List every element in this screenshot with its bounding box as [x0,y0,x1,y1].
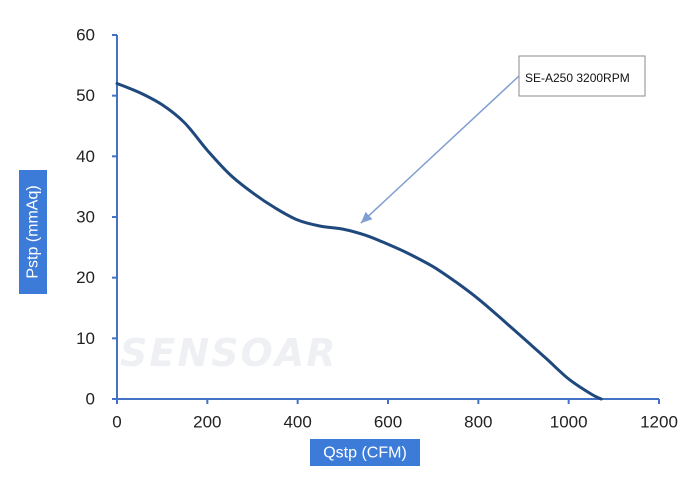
y-tick-label: 10 [76,329,95,348]
x-axis-title-text: Qstp (CFM) [323,445,407,462]
y-tick-label: 40 [76,147,95,166]
y-axis-title: Pstp (mmAq) [19,170,47,294]
y-tick-label: 0 [86,390,95,409]
y-tick-label: 60 [76,26,95,45]
x-tick-label: 600 [374,413,402,432]
x-ticks: 0 200 400 600 800 1000 1200 [112,399,678,432]
x-tick-label: 800 [464,413,492,432]
x-tick-label: 200 [193,413,221,432]
x-tick-label: 400 [283,413,311,432]
x-tick-label: 1000 [550,413,588,432]
x-tick-label: 0 [112,413,121,432]
annotation: SE-A250 3200RPM [360,55,646,224]
y-axis-title-text: Pstp (mmAq) [25,185,42,278]
y-ticks: 0 10 20 30 40 50 60 [76,26,117,409]
y-axis-title-background [19,170,47,294]
watermark-logo: SENSOAR [120,331,337,375]
annotation-arrow [360,75,520,224]
x-axis-title: Qstp (CFM) [310,439,420,466]
annotation-label: SE-A250 3200RPM [525,71,630,85]
x-tick-label: 1200 [640,413,678,432]
annotation-arrowhead [360,211,373,224]
y-tick-label: 50 [76,86,95,105]
y-tick-label: 20 [76,268,95,287]
series-line [115,82,603,401]
x-axis-title-background [310,439,420,466]
annotation-box [518,55,646,97]
y-tick-label: 30 [76,208,95,227]
